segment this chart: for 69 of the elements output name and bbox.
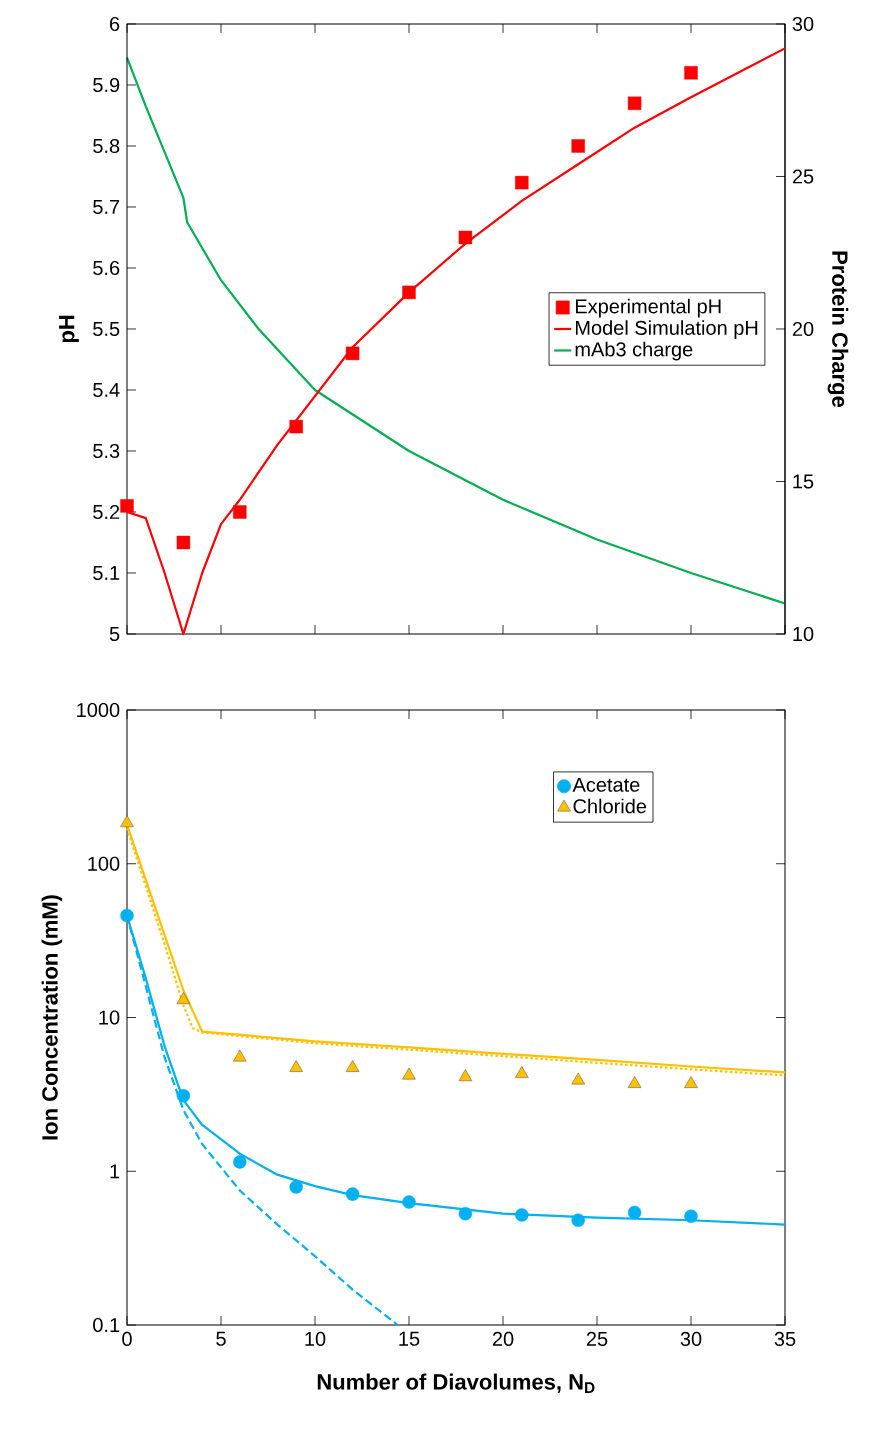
y-tick-label: 5.5 [93, 322, 120, 336]
y2-tick-label: 10 [793, 626, 814, 642]
point [684, 1076, 698, 1088]
y-tick-label: 1000 [77, 702, 120, 718]
legend-label: Model Simulation pH [575, 320, 758, 339]
y2-tick-label: 15 [793, 474, 814, 489]
point [402, 1067, 416, 1080]
y-tick-label: 5.4 [93, 383, 120, 397]
y-tick-label: 10 [99, 1010, 120, 1025]
point [233, 1049, 247, 1062]
y-tick-label: 100 [88, 856, 120, 871]
y-tick-label: 5.3 [93, 443, 120, 459]
point [176, 1089, 191, 1103]
point [515, 175, 529, 190]
y-axis-title: pH [59, 315, 79, 343]
point [345, 346, 360, 361]
x-axis-title: Number of Diavolumes, N$_{D}$ [317, 1373, 595, 1393]
point [289, 419, 303, 434]
y2-tick-label: 20 [792, 321, 814, 337]
point [458, 230, 473, 245]
point [627, 96, 642, 110]
point [515, 1208, 529, 1222]
point [571, 1213, 585, 1227]
y-tick-label: 0.1 [93, 1317, 120, 1333]
point [684, 1209, 698, 1223]
y-tick-label: 5 [109, 627, 120, 641]
point [233, 505, 247, 519]
legend-label: mAb3 charge [575, 341, 693, 361]
point [120, 499, 134, 513]
x-tick-label: 10 [305, 1331, 326, 1347]
y2-axis-title: Protein Charge [827, 251, 849, 408]
y-tick-label: 5.6 [93, 260, 120, 276]
legend-label: Chloride [573, 798, 647, 814]
y-tick-label: 5.2 [93, 504, 120, 520]
point [345, 1187, 360, 1201]
x-tick-label: 30 [680, 1331, 702, 1347]
point [402, 285, 416, 300]
x-tick-label: 5 [216, 1331, 226, 1346]
y-tick-label: 5.8 [93, 138, 120, 154]
point [233, 1155, 247, 1169]
point [684, 66, 698, 80]
x-tick-label: 35 [774, 1331, 796, 1347]
x-tick-label: 25 [586, 1331, 608, 1347]
point [345, 1060, 360, 1072]
point [289, 1060, 303, 1072]
point [458, 1206, 473, 1221]
point [515, 1066, 529, 1078]
point [458, 1069, 473, 1082]
point [571, 1072, 585, 1085]
y-tick-label: 5.7 [93, 200, 120, 214]
y2-tick-label: 25 [792, 169, 814, 184]
point [176, 535, 191, 550]
y-axis-title: Ion Concentration (mM) [41, 895, 63, 1140]
x-tick-label: 15 [399, 1331, 420, 1346]
point [289, 1180, 303, 1194]
y-tick-label: 5.9 [93, 77, 120, 93]
point [402, 1195, 416, 1209]
y-tick-label: 1 [110, 1164, 120, 1179]
point [627, 1076, 642, 1088]
legend-label: Experimental pH [575, 298, 721, 318]
y-tick-label: 6 [110, 16, 120, 32]
legend-label: Acetate [572, 777, 640, 792]
point [176, 992, 191, 1004]
point [571, 139, 585, 153]
point [627, 1205, 642, 1220]
x-tick-label: 0 [122, 1331, 132, 1347]
y-tick-label: 5.1 [93, 566, 120, 580]
y2-tick-label: 30 [792, 16, 814, 32]
x-tick-label: 20 [492, 1331, 514, 1347]
